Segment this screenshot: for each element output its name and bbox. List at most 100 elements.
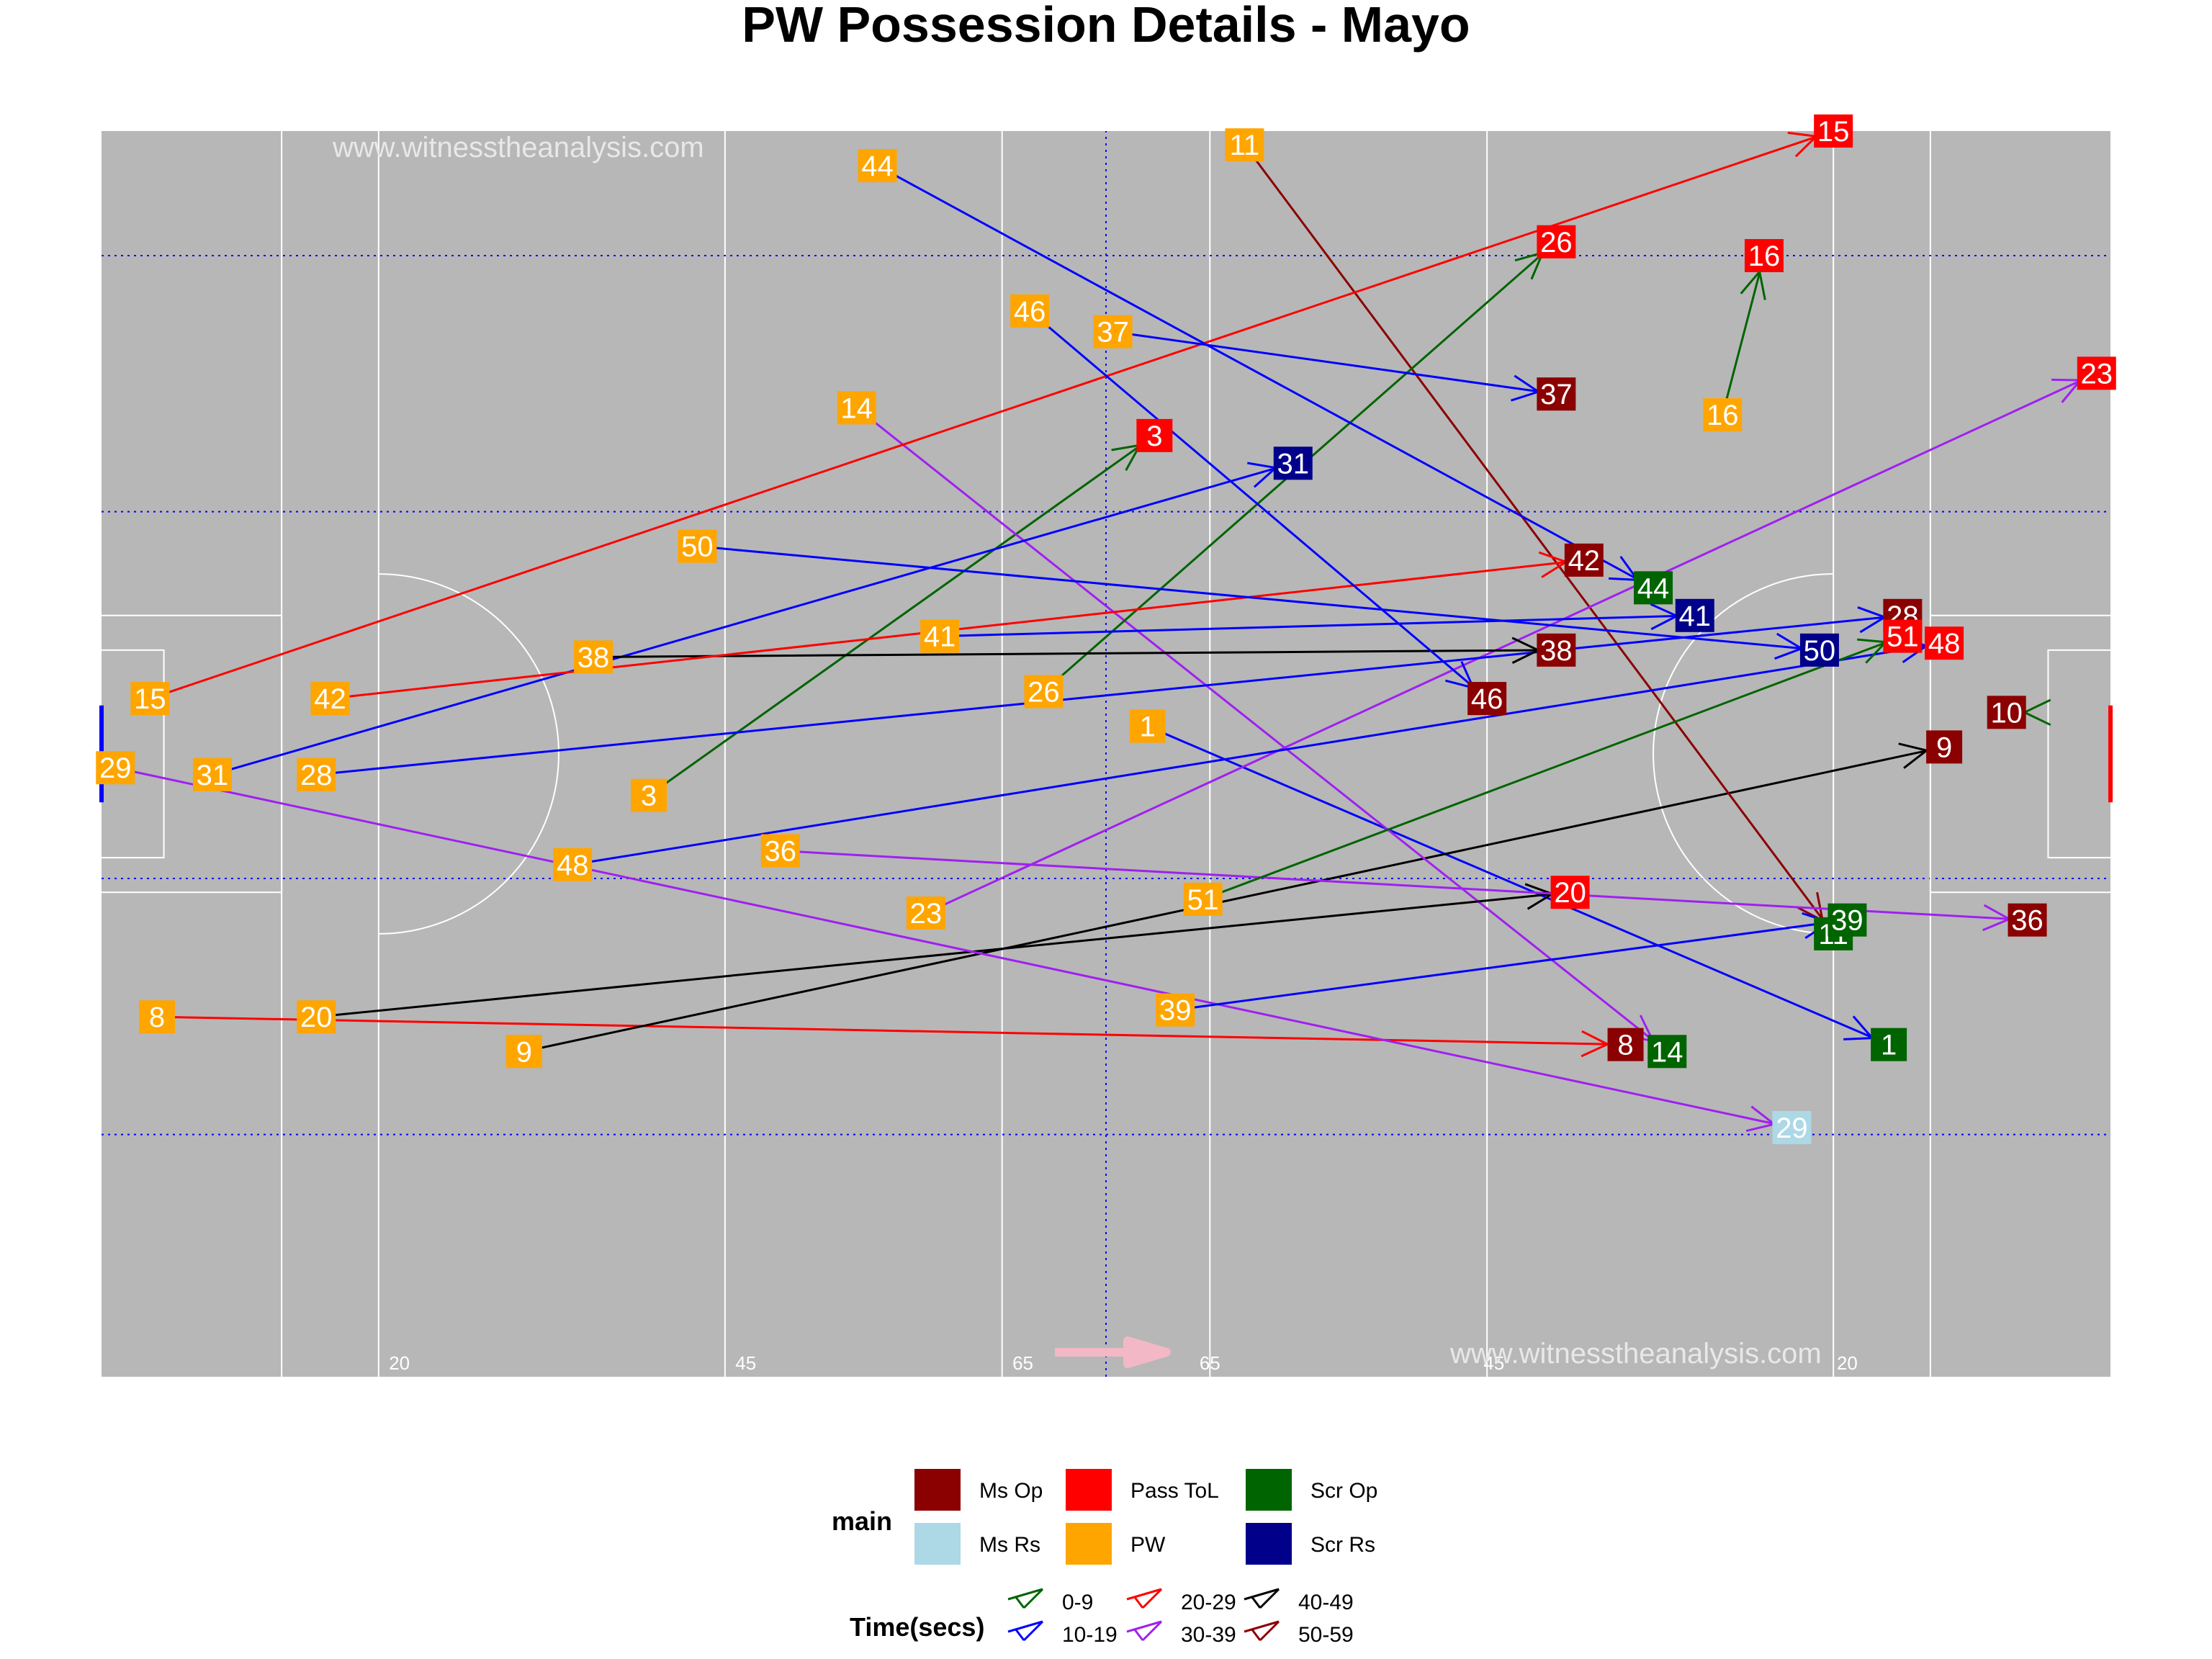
end-label-44: 44 <box>1634 571 1673 605</box>
start-label-26-box <box>1024 675 1064 709</box>
legend-label: Scr Rs <box>1310 1533 1375 1557</box>
start-label-28: 28 <box>297 757 336 791</box>
end-label-26: 26 <box>1537 225 1576 258</box>
legend-item-pass-tol: Pass ToL <box>1066 1469 1219 1511</box>
possession-line-14 <box>855 407 1668 1053</box>
end-label-39: 39 <box>1827 903 1867 937</box>
end-label-46-text: 46 <box>1471 683 1503 715</box>
legend-time-label: 0-9 <box>1062 1591 1093 1614</box>
end-label-26-box <box>1537 225 1576 258</box>
start-label-44-text: 44 <box>861 150 894 182</box>
end-label-1: 1 <box>1871 1028 1907 1061</box>
start-label-48: 48 <box>553 848 593 881</box>
start-label-14-text: 14 <box>840 392 873 424</box>
possession-line-20 <box>316 891 1570 1018</box>
end-label-8: 8 <box>1607 1028 1644 1061</box>
end-label-1-box <box>1871 1028 1907 1061</box>
start-label-11-text: 11 <box>1230 130 1260 161</box>
start-label-38: 38 <box>574 640 613 674</box>
end-label-29-text: 29 <box>1776 1112 1808 1144</box>
start-label-41-box <box>920 619 960 653</box>
end-label-10-text: 10 <box>1990 697 2023 729</box>
end-label-3: 3 <box>1136 418 1173 452</box>
chart-title: PW Possession Details - Mayo <box>742 0 1470 53</box>
end-label-1-text: 1 <box>1881 1030 1897 1061</box>
legend-item-pw: PW <box>1066 1523 1166 1565</box>
possession-line-41 <box>940 614 1695 638</box>
possession-line-1 <box>1147 725 1889 1046</box>
start-label-44: 44 <box>858 149 897 183</box>
end-label-14-box <box>1647 1035 1687 1069</box>
end-label-36: 36 <box>2008 903 2047 937</box>
end-label-26-text: 26 <box>1540 227 1573 258</box>
start-label-8: 8 <box>138 1000 175 1034</box>
start-label-20-box <box>297 1000 336 1034</box>
start-label-9-text: 9 <box>516 1036 532 1068</box>
possession-line-51 <box>1202 635 1903 901</box>
start-label-11-box <box>1225 128 1264 162</box>
possession-line-3 <box>648 434 1156 796</box>
start-label-15: 15 <box>130 682 170 716</box>
start-label-38-text: 38 <box>577 642 610 673</box>
pitch-marking-65: 65 <box>1200 1352 1220 1374</box>
start-label-15-text: 15 <box>134 683 166 715</box>
start-label-48-box <box>553 848 593 881</box>
start-label-26: 26 <box>1024 675 1064 709</box>
start-label-46: 46 <box>1010 294 1050 328</box>
start-label-36-text: 36 <box>765 836 797 868</box>
start-label-44-box <box>858 149 897 183</box>
end-label-48-box <box>1925 626 1964 660</box>
start-label-1-text: 1 <box>1140 711 1156 743</box>
legend-time-40-49: 40-49 <box>1244 1588 1354 1614</box>
legend-item-scr-rs: Scr Rs <box>1246 1523 1375 1565</box>
legend-label: Ms Rs <box>979 1533 1040 1557</box>
end-label-42-text: 42 <box>1568 545 1601 577</box>
legend-time-50-59: 50-59 <box>1244 1620 1354 1647</box>
start-label-16-text: 16 <box>1707 400 1739 431</box>
start-label-23-box <box>906 896 945 930</box>
small-rectangle-right <box>2047 649 2110 859</box>
start-label-50: 50 <box>678 529 717 563</box>
start-label-42-box <box>310 682 350 716</box>
start-label-39-text: 39 <box>1159 995 1192 1027</box>
legend-time-0-9: 0-9 <box>1007 1588 1093 1614</box>
start-label-11: 11 <box>1225 128 1264 162</box>
start-label-51-text: 51 <box>1187 884 1219 916</box>
start-label-41: 41 <box>920 619 960 653</box>
watermark-top: www.witnesstheanalysis.com <box>332 132 704 163</box>
start-label-23: 23 <box>906 896 945 930</box>
possession-line-9 <box>523 745 1945 1053</box>
possession-line-31 <box>212 462 1294 776</box>
pitch-marking-45: 45 <box>735 1352 756 1374</box>
end-label-42: 42 <box>1564 543 1604 577</box>
possession-line-37 <box>1112 331 1557 395</box>
start-label-42: 42 <box>310 682 350 716</box>
start-label-37-text: 37 <box>1097 317 1129 349</box>
legend-swatch <box>1246 1523 1292 1565</box>
start-label-31-box <box>192 757 232 791</box>
legend-swatch <box>1066 1469 1112 1511</box>
end-label-44-text: 44 <box>1637 572 1670 604</box>
legend-time-title: Time(secs) <box>850 1612 984 1642</box>
end-label-48-text: 48 <box>1928 628 1961 660</box>
end-label-50-box <box>1799 633 1839 667</box>
legend-time-arrow <box>1007 1588 1044 1609</box>
end-label-44-box <box>1634 571 1673 605</box>
start-label-26-text: 26 <box>1028 677 1060 709</box>
start-label-51-box <box>1183 882 1223 916</box>
legend-label: Ms Op <box>979 1479 1043 1503</box>
possession-line-16 <box>1721 255 1766 415</box>
legend-time-label: 30-39 <box>1181 1623 1236 1647</box>
start-label-29-text: 29 <box>99 752 132 784</box>
possession-line-28 <box>316 614 1903 776</box>
end-label-29: 29 <box>1772 1111 1812 1144</box>
end-label-50-text: 50 <box>1804 635 1836 667</box>
end-label-38-text: 38 <box>1540 635 1573 667</box>
end-label-39-box <box>1827 903 1867 937</box>
possession-line-50 <box>697 545 1820 652</box>
start-label-51: 51 <box>1183 882 1223 916</box>
end-label-23-box <box>2077 356 2116 390</box>
legend-time-arrow <box>1126 1588 1163 1609</box>
legend-item-ms-rs: Ms Rs <box>914 1523 1040 1565</box>
end-label-51: 51 <box>1883 619 1923 653</box>
